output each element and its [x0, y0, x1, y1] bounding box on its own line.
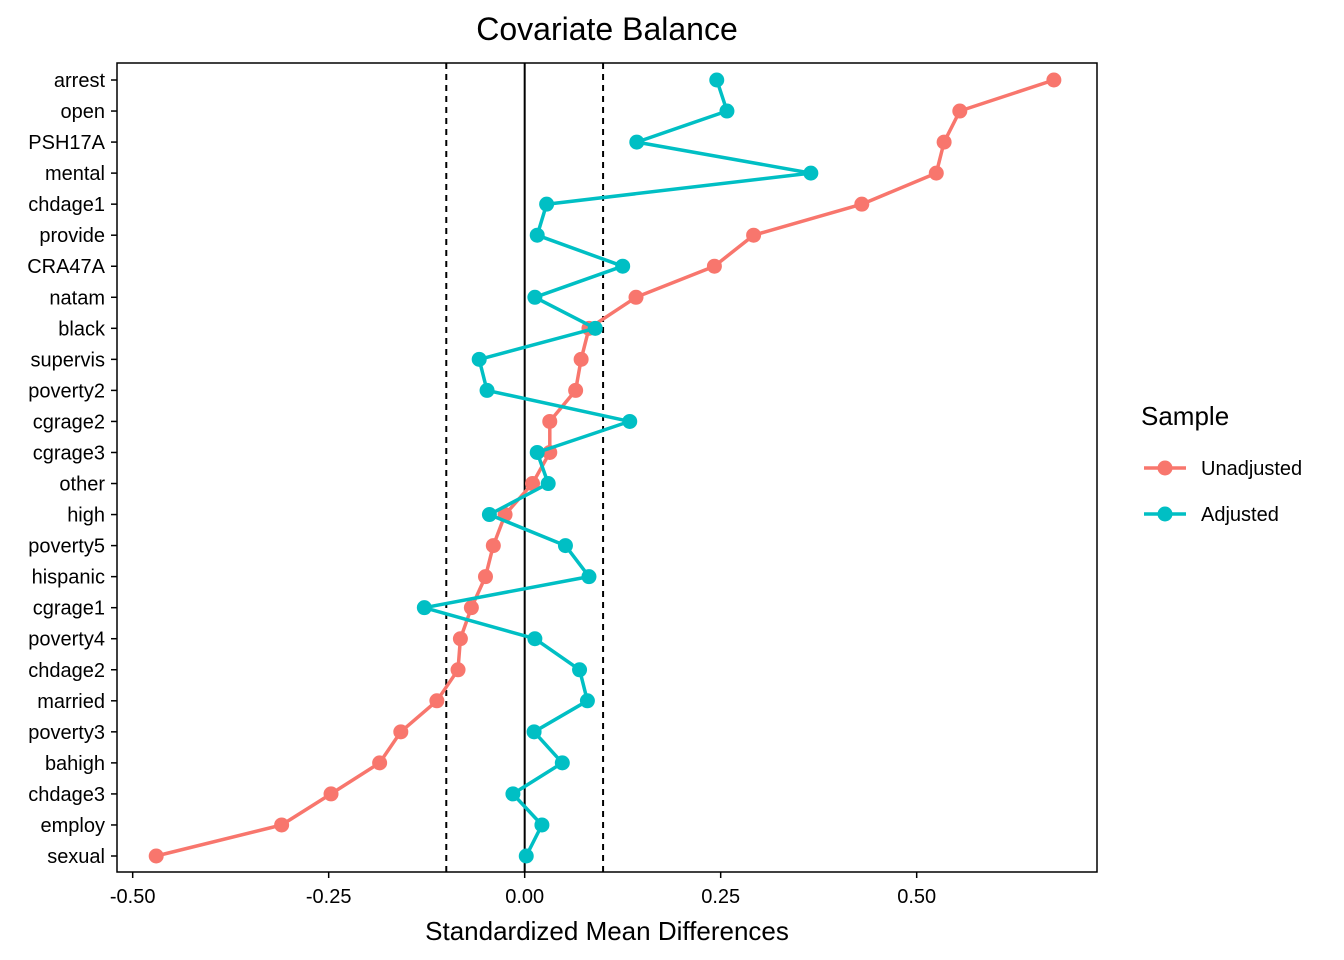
y-tick-label: cgrage1: [33, 598, 105, 620]
point-unadjusted-married: [429, 693, 445, 709]
point-adjusted-provide: [529, 227, 545, 243]
point-unadjusted-chdage2: [450, 662, 466, 678]
y-tick-label: married: [37, 691, 105, 713]
point-adjusted-chdage3: [505, 786, 521, 802]
point-unadjusted-poverty3: [393, 724, 409, 740]
point-adjusted-cgrage2: [622, 413, 638, 429]
point-unadjusted-poverty5: [485, 538, 501, 554]
point-unadjusted-poverty4: [452, 631, 468, 647]
point-adjusted-bahigh: [554, 755, 570, 771]
point-adjusted-supervis: [471, 351, 487, 367]
x-tick-label: 0.50: [897, 886, 936, 908]
y-tick-label: CRA47A: [27, 256, 105, 278]
y-tick-label: black: [58, 318, 106, 340]
point-adjusted-mental: [803, 165, 819, 181]
point-unadjusted-natam: [628, 289, 644, 305]
x-tick-label: 0.25: [701, 886, 740, 908]
x-axis: -0.50 -0.25 0.00 0.25 0.50: [110, 872, 936, 908]
point-unadjusted-poverty2: [568, 382, 584, 398]
y-axis: arrest open PSH17A mental chdage1 provide CRA4…: [27, 70, 117, 868]
point-adjusted-poverty3: [526, 724, 542, 740]
y-tick-label: poverty4: [28, 629, 105, 651]
point-adjusted-hispanic: [581, 569, 597, 585]
y-tick-label: mental: [45, 163, 105, 185]
y-tick-label: chdage3: [28, 784, 105, 806]
y-tick-label: open: [61, 101, 106, 123]
y-tick-label: cgrage2: [33, 411, 105, 433]
point-adjusted-cgrage1: [416, 600, 432, 616]
point-unadjusted-sexual: [148, 848, 164, 864]
point-unadjusted-bahigh: [372, 755, 388, 771]
chart-title: Covariate Balance: [476, 11, 737, 47]
point-unadjusted-cgrage1: [463, 600, 479, 616]
point-unadjusted-other: [525, 476, 541, 492]
point-adjusted-married: [579, 693, 595, 709]
x-tick-label: -0.25: [306, 886, 352, 908]
point-unadjusted-CRA47A: [706, 258, 722, 274]
point-adjusted-poverty5: [557, 538, 573, 554]
y-tick-label: poverty2: [28, 380, 105, 402]
y-tick-label: high: [67, 505, 105, 527]
point-unadjusted-hispanic: [477, 569, 493, 585]
legend-label-unadjusted: Unadjusted: [1201, 458, 1302, 480]
point-adjusted-other: [540, 476, 556, 492]
legend-key-point-adjusted: [1157, 506, 1173, 522]
legend-title: Sample: [1141, 401, 1229, 431]
point-unadjusted-chdage3: [323, 786, 339, 802]
y-tick-label: other: [59, 474, 105, 496]
x-tick-label: 0.00: [505, 886, 544, 908]
point-adjusted-high: [481, 507, 497, 523]
plot-area: [116, 62, 1098, 873]
y-tick-label: chdage2: [28, 660, 105, 682]
y-tick-label: PSH17A: [28, 132, 105, 154]
point-adjusted-employ: [534, 817, 550, 833]
y-tick-label: supervis: [31, 349, 105, 371]
point-unadjusted-cgrage2: [542, 413, 558, 429]
legend-label-adjusted: Adjusted: [1201, 504, 1279, 526]
y-tick-label: arrest: [54, 70, 106, 92]
point-adjusted-black: [587, 320, 603, 336]
x-axis-title: Standardized Mean Differences: [425, 916, 789, 946]
point-unadjusted-provide: [746, 227, 762, 243]
point-adjusted-PSH17A: [629, 134, 645, 150]
y-tick-label: cgrage3: [33, 442, 105, 464]
y-tick-label: provide: [39, 225, 105, 247]
point-unadjusted-PSH17A: [936, 134, 952, 150]
series-line-adjusted: [422, 79, 813, 857]
point-adjusted-poverty4: [527, 631, 543, 647]
point-adjusted-arrest: [709, 72, 725, 88]
legend: Sample Unadjusted Adjusted: [1141, 401, 1302, 526]
point-adjusted-CRA47A: [615, 258, 631, 274]
point-unadjusted-open: [952, 103, 968, 119]
y-tick-label: poverty3: [28, 722, 105, 744]
y-tick-label: sexual: [47, 846, 105, 868]
point-unadjusted-employ: [274, 817, 290, 833]
legend-key-point-unadjusted: [1157, 460, 1173, 476]
point-adjusted-poverty2: [479, 382, 495, 398]
y-tick-label: poverty5: [28, 536, 105, 558]
point-unadjusted-supervis: [573, 351, 589, 367]
y-tick-label: bahigh: [45, 753, 105, 775]
y-tick-label: natam: [49, 287, 105, 309]
y-tick-label: hispanic: [32, 567, 105, 589]
plot-border: [116, 62, 1098, 873]
point-adjusted-chdage1: [539, 196, 555, 212]
point-adjusted-open: [719, 103, 735, 119]
y-tick-label: chdage1: [28, 194, 105, 216]
y-tick-label: employ: [41, 815, 105, 837]
point-adjusted-cgrage3: [529, 444, 545, 460]
point-unadjusted-mental: [928, 165, 944, 181]
x-tick-label: -0.50: [110, 886, 156, 908]
point-adjusted-sexual: [518, 848, 534, 864]
point-unadjusted-chdage1: [854, 196, 870, 212]
point-adjusted-chdage2: [572, 662, 588, 678]
point-unadjusted-arrest: [1046, 72, 1062, 88]
point-adjusted-natam: [527, 289, 543, 305]
